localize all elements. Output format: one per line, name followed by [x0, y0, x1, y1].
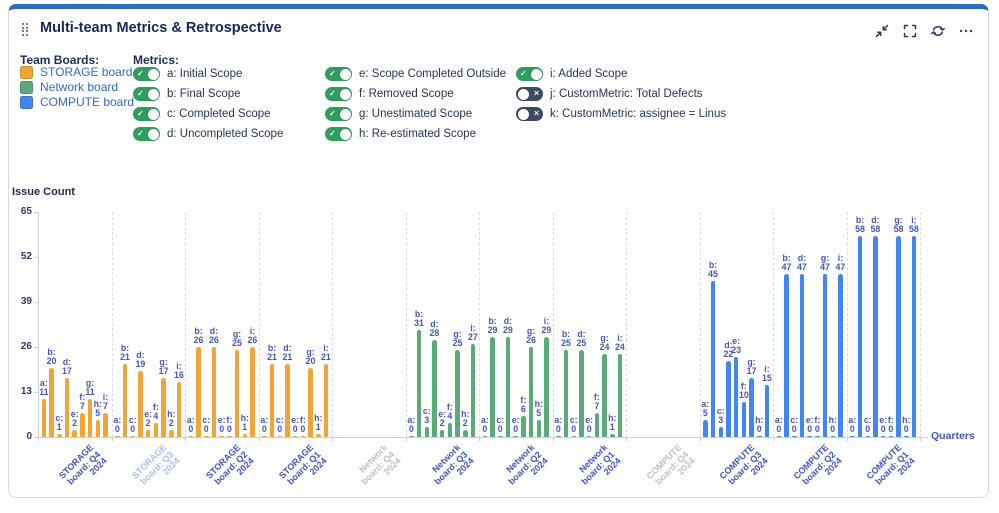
- toggle-i[interactable]: ✓: [516, 67, 543, 81]
- metric-label: c: Completed Scope: [167, 108, 271, 120]
- metric-row-a: ✓ a: Initial Scope: [133, 67, 283, 81]
- check-icon: ✓: [329, 129, 336, 138]
- metrics-col-3: ✓ i: Added Scope ✕ j: CustomMetric: Total D…: [516, 67, 726, 121]
- toggle-knob: [530, 68, 542, 80]
- board-legend-item-COMPUTE[interactable]: COMPUTE board: [20, 96, 134, 109]
- y-axis-title: Issue Count: [12, 186, 75, 198]
- metric-row-k: ✕ k: CustomMetric: assignee = Linus: [516, 107, 726, 121]
- metric-label: i: Added Scope: [550, 68, 628, 80]
- team-boards-label: Team Boards:: [20, 53, 100, 67]
- metric-row-e: ✓ e: Scope Completed Outside: [325, 67, 506, 81]
- check-icon: ✓: [137, 69, 144, 78]
- toggle-knob: [517, 108, 529, 120]
- toggle-knob: [517, 88, 529, 100]
- toggle-knob: [147, 88, 159, 100]
- board-label: COMPUTE board: [40, 95, 135, 109]
- toggle-knob: [339, 68, 351, 80]
- metric-label: b: Final Scope: [167, 88, 241, 100]
- toggle-d[interactable]: ✓: [133, 127, 160, 141]
- toggle-a[interactable]: ✓: [133, 67, 160, 81]
- board-legend-item-STORAGE[interactable]: STORAGE board: [20, 66, 134, 79]
- metric-label: a: Initial Scope: [167, 68, 243, 80]
- toggle-knob: [147, 128, 159, 140]
- check-icon: ✓: [329, 109, 336, 118]
- refresh-icon[interactable]: [931, 24, 945, 38]
- toggle-h[interactable]: ✓: [325, 127, 352, 141]
- metric-label: h: Re-estimated Scope: [359, 128, 476, 140]
- metric-label: k: CustomMetric: assignee = Linus: [550, 108, 727, 120]
- metric-row-d: ✓ d: Uncompleted Scope: [133, 127, 283, 141]
- drag-handle-icon[interactable]: [22, 23, 28, 36]
- toggle-knob: [147, 108, 159, 120]
- toggle-knob: [339, 128, 351, 140]
- toggle-k[interactable]: ✕: [516, 107, 543, 121]
- metric-label: g: Unestimated Scope: [359, 108, 473, 120]
- toggle-knob: [147, 68, 159, 80]
- STORAGE-color-swatch: [20, 66, 33, 79]
- toggle-b[interactable]: ✓: [133, 87, 160, 101]
- check-icon: ✓: [137, 129, 144, 138]
- toggle-g[interactable]: ✓: [325, 107, 352, 121]
- toggle-f[interactable]: ✓: [325, 87, 352, 101]
- metrics-label: Metrics:: [133, 53, 180, 67]
- Network-color-swatch: [20, 81, 33, 94]
- fullscreen-icon[interactable]: [903, 24, 917, 38]
- metric-label: d: Uncompleted Scope: [167, 128, 284, 140]
- check-icon: ✓: [137, 109, 144, 118]
- toggle-knob: [339, 88, 351, 100]
- toggle-knob: [339, 108, 351, 120]
- metric-row-c: ✓ c: Completed Scope: [133, 107, 283, 121]
- toggle-j[interactable]: ✕: [516, 87, 543, 101]
- more-options-icon[interactable]: [959, 24, 973, 38]
- check-icon: ✓: [137, 89, 144, 98]
- collapse-icon[interactable]: [875, 24, 889, 38]
- check-icon: ✓: [520, 69, 527, 78]
- team-boards-list: STORAGE board Network board COMPUTE board: [20, 66, 134, 109]
- toggle-c[interactable]: ✓: [133, 107, 160, 121]
- board-legend-item-Network[interactable]: Network board: [20, 81, 134, 94]
- check-icon: ✓: [329, 89, 336, 98]
- metric-row-i: ✓ i: Added Scope: [516, 67, 726, 81]
- x-icon: ✕: [533, 90, 540, 98]
- board-label: STORAGE board: [40, 65, 133, 79]
- metric-label: e: Scope Completed Outside: [359, 68, 507, 80]
- metric-row-h: ✓ h: Re-estimated Scope: [325, 127, 506, 141]
- widget-toolbar: [875, 24, 973, 38]
- COMPUTE-color-swatch: [20, 96, 33, 109]
- check-icon: ✓: [329, 69, 336, 78]
- metrics-col-1: ✓ a: Initial Scope ✓ b: Final Scope ✓ c: Comp…: [133, 67, 283, 141]
- metric-row-j: ✕ j: CustomMetric: Total Defects: [516, 87, 726, 101]
- metric-label: f: Removed Scope: [359, 88, 454, 100]
- x-icon: ✕: [533, 110, 540, 118]
- x-axis-title: Quarters: [931, 430, 975, 442]
- toggle-e[interactable]: ✓: [325, 67, 352, 81]
- board-label: Network board: [40, 80, 119, 94]
- metric-row-g: ✓ g: Unestimated Scope: [325, 107, 506, 121]
- widget-title: Multi-team Metrics & Retrospective: [40, 20, 282, 36]
- metric-label: j: CustomMetric: Total Defects: [550, 88, 703, 100]
- metrics-col-2: ✓ e: Scope Completed Outside ✓ f: Removed S…: [325, 67, 506, 141]
- metric-row-b: ✓ b: Final Scope: [133, 87, 283, 101]
- metric-row-f: ✓ f: Removed Scope: [325, 87, 506, 101]
